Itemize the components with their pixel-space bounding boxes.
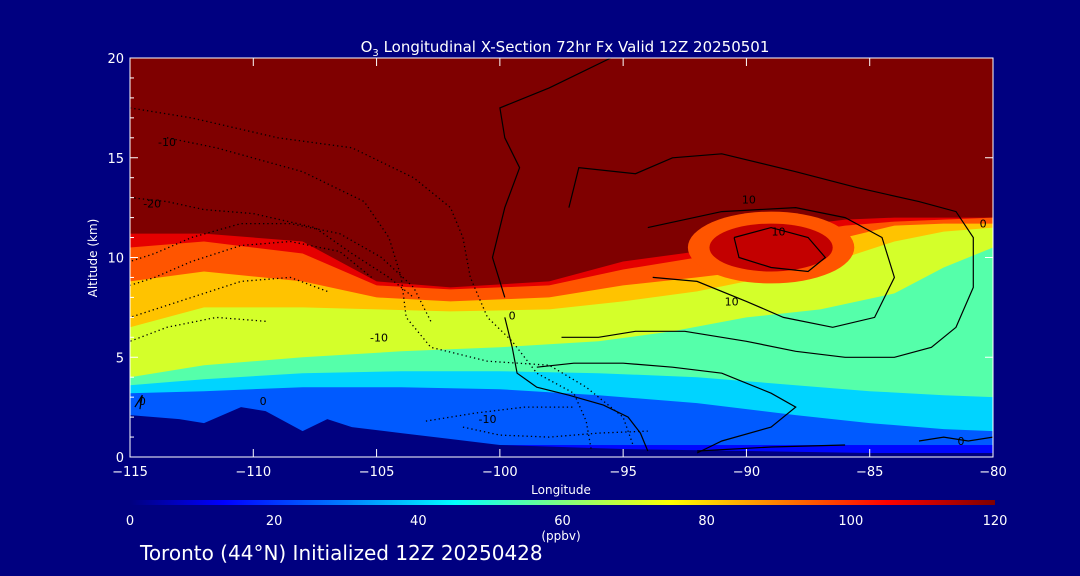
- colorbar: 0 20 40 60 80 100 120 (ppbv): [126, 500, 1008, 543]
- colorbar-tick-label-0: 0: [126, 514, 134, 529]
- contour-solid-7: [697, 444, 846, 452]
- y-tick-label-3: 15: [107, 152, 124, 167]
- contour-lines: [130, 58, 993, 454]
- x-tick-label-0: −115: [112, 465, 148, 480]
- y-tick-label-0: 0: [116, 451, 124, 466]
- x-tick-label-6: −85: [856, 465, 883, 480]
- x-tick-label-5: −90: [733, 465, 760, 480]
- contour-label-4: 0: [509, 309, 516, 322]
- contour-label-7: 10: [725, 295, 739, 308]
- x-axis: −115 −110 −105 −100 −95 −90 −85 −80: [112, 58, 1007, 480]
- contour-label-11: 0: [139, 395, 146, 408]
- contour-solid-3: [561, 153, 974, 358]
- x-tick-label-4: −95: [609, 465, 636, 480]
- y-axis-label: Altitude (km): [86, 219, 100, 298]
- contour-solid-5: [733, 226, 827, 273]
- contour-label-9: 0: [957, 435, 964, 448]
- y-tick-label-4: 20: [107, 52, 124, 67]
- colorbar-tick-label-3: 60: [554, 514, 571, 529]
- contour-dotted-11: [130, 276, 328, 319]
- contour-label-8: 0: [980, 218, 987, 231]
- contour-label-3: -10: [479, 413, 497, 426]
- contour-labels: -10 -20 -10 -10 0 10 10 10 0 0 0 0: [139, 136, 987, 448]
- contour-solid-4: [647, 206, 896, 328]
- colorbar-unit-label: (ppbv): [541, 529, 580, 543]
- colorbar-tick-label-1: 20: [266, 514, 283, 529]
- contour-label-0: -10: [158, 136, 176, 149]
- contour-solid-0: [504, 317, 649, 452]
- colorbar-ticks: 0 20 40 60 80 100 120: [126, 514, 1008, 529]
- contour-solid-1: [491, 58, 612, 298]
- contour-label-10: 0: [260, 395, 267, 408]
- colorbar-tick-label-6: 120: [983, 514, 1008, 529]
- contour-dotted-15: [130, 196, 415, 298]
- x-tick-label-7: −80: [979, 465, 1006, 480]
- x-tick-label-1: −110: [235, 465, 271, 480]
- contour-dotted-9: [130, 222, 432, 322]
- x-tick-label-3: −100: [482, 465, 518, 480]
- y-axis: 0 5 10 15 20: [107, 52, 993, 466]
- contour-solid-2: [536, 362, 797, 454]
- contour-solid-8: [134, 394, 143, 410]
- contour-label-5: 10: [742, 194, 756, 207]
- colorbar-tick-label-5: 100: [838, 514, 863, 529]
- colorbar-tick-label-4: 80: [698, 514, 715, 529]
- contour-dotted-10: [130, 240, 373, 287]
- contour-label-2: -10: [370, 331, 388, 344]
- contour-dotted-16: [462, 426, 648, 438]
- chart-title: O3 Longitudinal X-Section 72hr Fx Valid …: [361, 38, 770, 59]
- y-tick-label-2: 10: [107, 252, 124, 267]
- terrain: [130, 407, 993, 457]
- contour-label-1: -20: [143, 198, 161, 211]
- colorbar-gradient: [130, 500, 995, 505]
- contour-solid-6: [918, 436, 993, 442]
- plot-area: -10 -20 -10 -10 0 10 10 10 0 0 0 0: [130, 58, 993, 457]
- x-axis-label: Longitude: [531, 483, 591, 497]
- contour-dotted-14: [130, 107, 592, 450]
- colorbar-tick-label-2: 40: [410, 514, 427, 529]
- x-tick-label-2: −105: [359, 465, 395, 480]
- y-tick-label-1: 5: [116, 351, 124, 366]
- contour-label-6: 10: [771, 226, 785, 239]
- footer-caption: Toronto (44°N) Initialized 12Z 20250428: [140, 541, 543, 565]
